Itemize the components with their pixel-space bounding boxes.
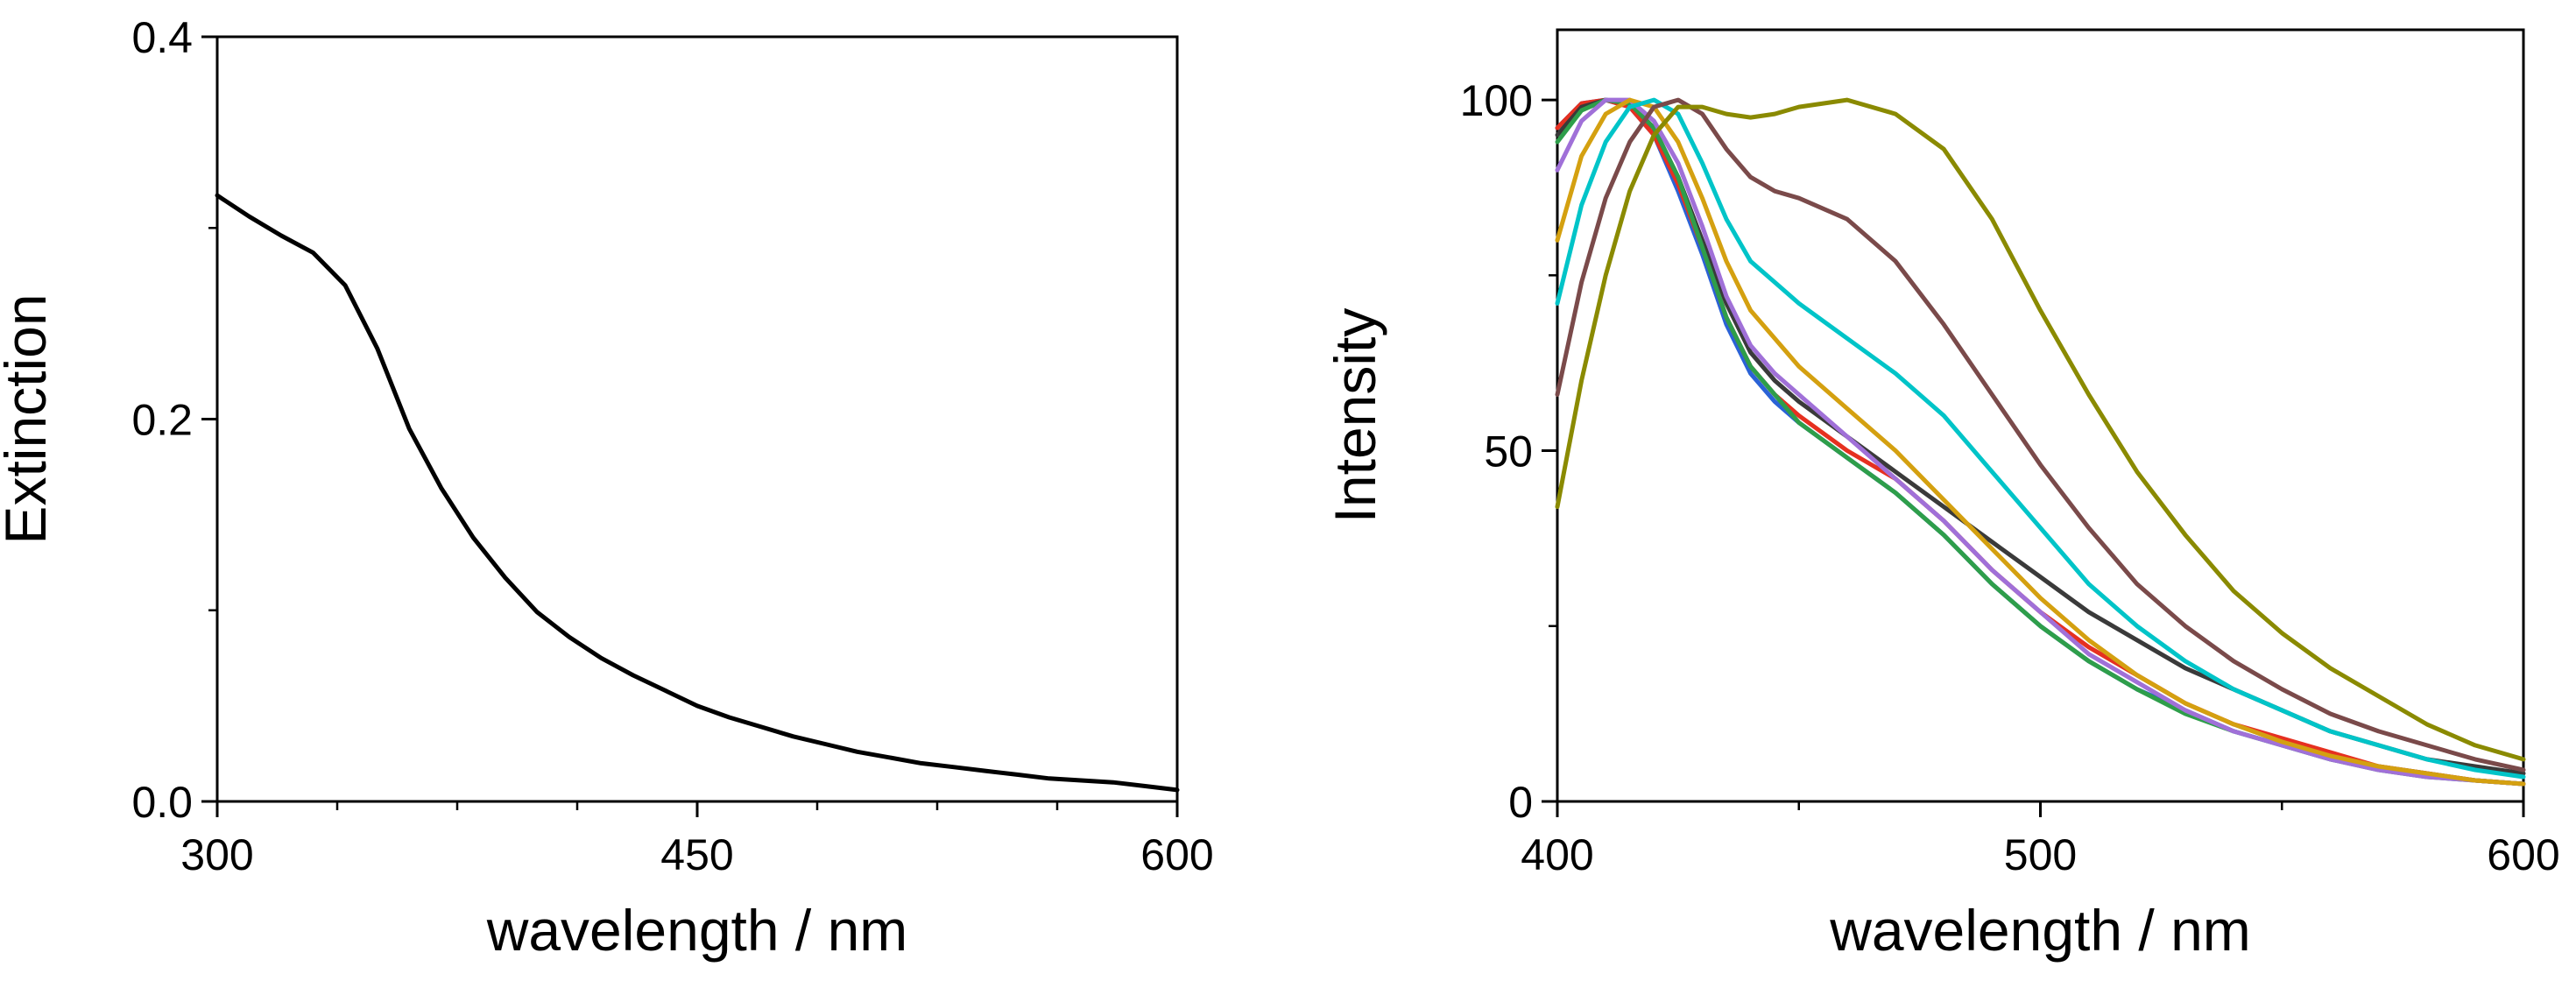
- series-line-6: [1555, 97, 2526, 787]
- x-tick-label: 600: [2487, 830, 2559, 879]
- y-tick-label: 50: [1484, 427, 1533, 476]
- y-axis-title: Extinction: [0, 293, 58, 544]
- series-line-7: [1555, 97, 2526, 780]
- x-tick-label: 450: [660, 830, 733, 879]
- x-axis-title: wavelength / nm: [1829, 898, 2251, 963]
- intensity-chart: 400 500 600 0 50 100 wavelength / nm Intensity: [1323, 28, 2560, 963]
- extinction-chart: 300 450 600 0.0 0.2 0.4 wavelength / nm Extinct…: [0, 13, 1214, 963]
- plot-frame: [1556, 28, 2525, 803]
- x-tick-label: 400: [1521, 830, 1593, 879]
- y-tick-label: 0.2: [131, 396, 193, 445]
- x-tick-label: 300: [180, 830, 253, 879]
- x-tick-label: 500: [2004, 830, 2077, 879]
- plot-frame: [215, 35, 1179, 803]
- y-axis-title: Intensity: [1323, 308, 1387, 524]
- series-line-9: [1555, 97, 2526, 762]
- y-tick-label: 0: [1508, 778, 1533, 827]
- y-tick-label: 0.4: [131, 13, 193, 62]
- x-axis-title: wavelength / nm: [486, 898, 908, 963]
- x-tick-label: 600: [1140, 830, 1213, 879]
- y-tick-label: 100: [1460, 76, 1533, 125]
- series-line-8: [1555, 97, 2526, 773]
- y-tick-label: 0.0: [131, 778, 193, 827]
- series-line-1: [215, 193, 1180, 793]
